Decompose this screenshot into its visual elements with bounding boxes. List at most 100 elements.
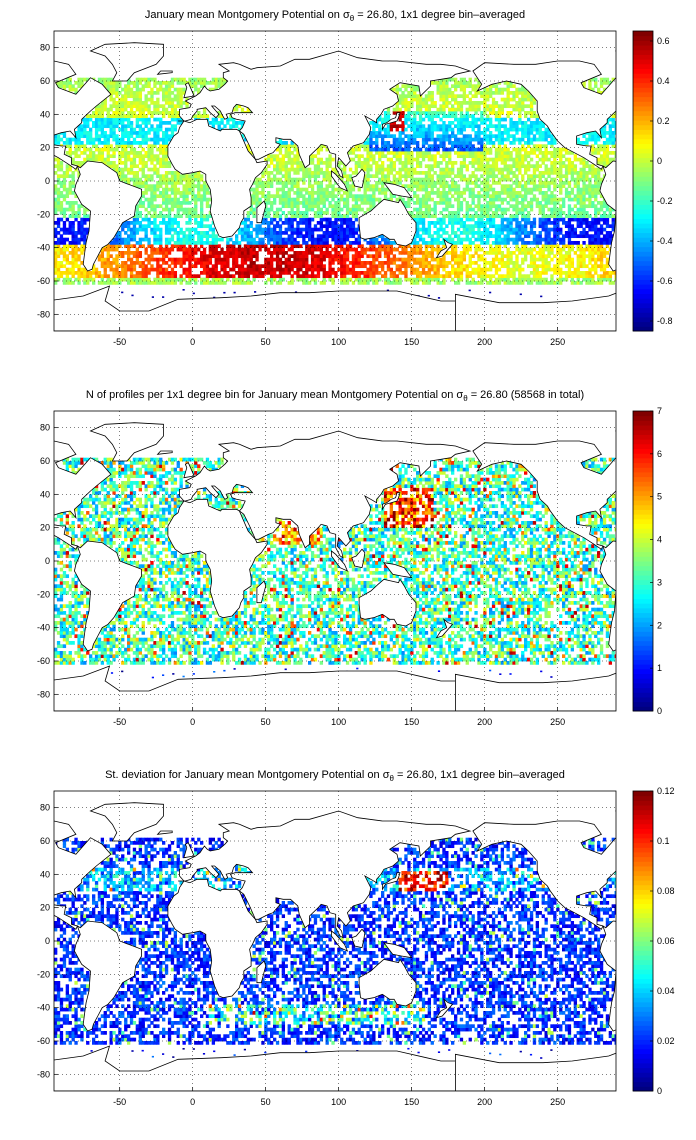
data-cell xyxy=(348,211,353,215)
data-cell xyxy=(454,221,458,225)
data-cell xyxy=(416,217,420,222)
data-cell xyxy=(313,214,318,219)
data-cell xyxy=(433,271,437,275)
data-cell xyxy=(474,147,478,152)
data-cell xyxy=(559,147,563,152)
data-cell xyxy=(284,271,288,275)
data-cell xyxy=(354,154,359,159)
data-cell xyxy=(500,211,505,215)
data-cell xyxy=(56,251,61,255)
data-cell xyxy=(176,211,180,215)
data-cell xyxy=(491,204,496,209)
map-area xyxy=(54,31,616,331)
data-cell xyxy=(246,281,251,285)
data-cell xyxy=(503,207,507,212)
data-cell xyxy=(550,171,554,175)
data-cell xyxy=(524,187,528,192)
data-cell xyxy=(386,281,391,285)
data-cell xyxy=(410,254,414,259)
data-cell xyxy=(480,141,484,145)
data-cell xyxy=(305,247,309,252)
data-cell xyxy=(56,264,61,269)
data-cell xyxy=(179,274,183,279)
data-cell xyxy=(319,184,324,189)
data-cell xyxy=(462,164,467,169)
data-cell xyxy=(524,181,528,185)
data-cell xyxy=(296,167,300,172)
data-cell xyxy=(290,254,294,259)
data-cell xyxy=(322,234,326,239)
data-cell xyxy=(456,217,461,222)
data-cell xyxy=(249,211,253,215)
data-cell xyxy=(564,231,569,235)
data-cell xyxy=(249,221,253,225)
data-cell xyxy=(544,197,548,202)
data-cell xyxy=(465,251,469,255)
data-cell xyxy=(258,201,262,205)
data-cell xyxy=(562,184,566,189)
data-cell xyxy=(345,221,350,225)
data-cell xyxy=(141,184,145,189)
data-cell xyxy=(462,251,467,255)
data-cell xyxy=(197,257,201,262)
data-cell xyxy=(386,254,391,259)
data-cell xyxy=(506,254,510,259)
data-cell xyxy=(121,174,125,179)
data-cell xyxy=(299,194,303,199)
data-cell xyxy=(582,254,586,259)
data-cell xyxy=(310,241,315,245)
data-cell xyxy=(532,187,537,192)
data-cell xyxy=(386,151,391,155)
data-cell xyxy=(281,161,286,165)
data-cell xyxy=(427,241,432,245)
data-cell xyxy=(340,281,344,285)
data-cell xyxy=(246,237,251,242)
data-cell xyxy=(532,274,537,279)
data-cell xyxy=(246,241,251,245)
data-cell xyxy=(521,251,525,255)
data-cell xyxy=(395,181,399,185)
data-cell xyxy=(541,227,545,232)
data-cell xyxy=(255,231,259,235)
data-cell xyxy=(308,181,312,185)
data-cell xyxy=(331,271,335,275)
data-cell xyxy=(541,207,545,212)
data-cell xyxy=(512,147,516,152)
data-cell xyxy=(138,271,143,275)
data-cell xyxy=(182,271,186,275)
data-cell xyxy=(275,164,280,169)
data-cell xyxy=(205,257,210,262)
data-cell xyxy=(109,267,113,272)
data-cell xyxy=(424,177,429,182)
data-cell xyxy=(74,211,78,215)
data-cell xyxy=(62,194,67,199)
data-cell xyxy=(597,217,601,222)
data-cell xyxy=(442,207,446,212)
data-cell xyxy=(436,187,440,192)
data-cell xyxy=(243,274,248,279)
data-cell xyxy=(176,221,180,225)
data-cell xyxy=(445,164,449,169)
data-cell xyxy=(585,197,589,202)
data-cell xyxy=(237,281,242,285)
data-cell xyxy=(421,241,426,245)
data-cell xyxy=(597,174,601,179)
data-cell xyxy=(299,217,303,222)
data-cell xyxy=(456,187,461,192)
data-cell xyxy=(381,154,385,159)
data-cell xyxy=(381,171,385,175)
data-cell xyxy=(573,197,578,202)
data-cell xyxy=(556,174,560,179)
data-cell xyxy=(54,267,58,272)
data-cell xyxy=(343,264,347,269)
data-cell xyxy=(427,277,432,282)
data-cell xyxy=(392,164,397,169)
data-cell xyxy=(448,157,452,162)
data-cell xyxy=(153,257,157,262)
data-cell xyxy=(71,267,75,272)
data-cell xyxy=(71,254,75,259)
data-cell xyxy=(156,271,160,275)
data-cell xyxy=(597,277,601,282)
data-cell xyxy=(494,254,499,259)
data-cell xyxy=(296,151,300,155)
